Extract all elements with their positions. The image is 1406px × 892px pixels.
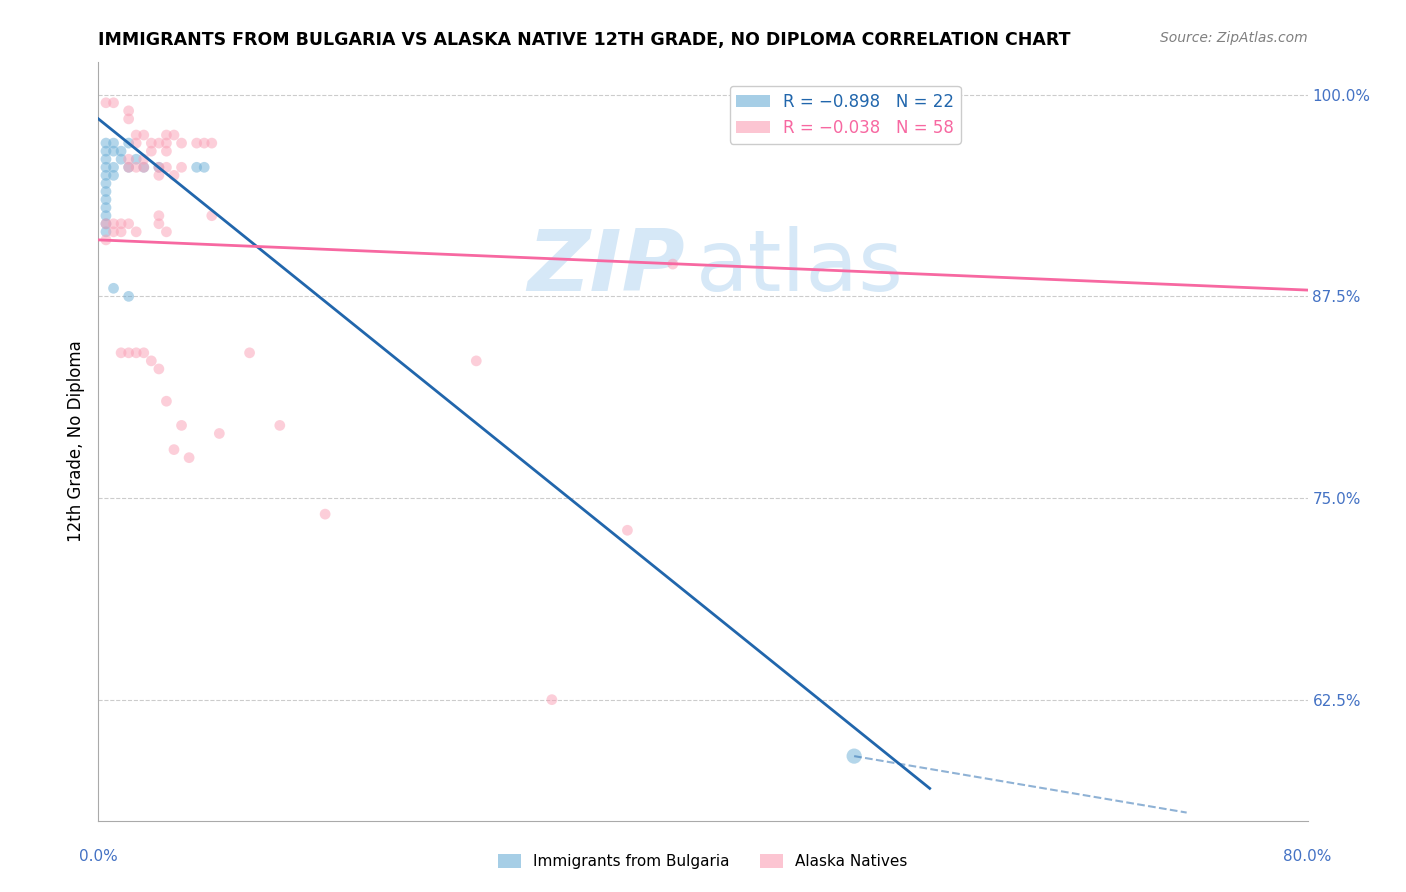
Text: IMMIGRANTS FROM BULGARIA VS ALASKA NATIVE 12TH GRADE, NO DIPLOMA CORRELATION CHA: IMMIGRANTS FROM BULGARIA VS ALASKA NATIV… (98, 31, 1071, 49)
Point (148, 362, 170, 376)
Point (208, 426, 231, 441)
Point (94, 217, 117, 231)
Point (118, 103, 141, 118)
Point (110, 153, 132, 167)
Point (155, 161, 177, 175)
Point (118, 217, 141, 231)
Point (94, 201, 117, 215)
Point (125, 225, 148, 239)
Legend: R = −0.898   N = 22, R = −0.038   N = 58: R = −0.898 N = 22, R = −0.038 N = 58 (730, 86, 960, 144)
Point (186, 161, 208, 175)
Point (844, 749, 866, 764)
Point (148, 209, 170, 223)
Point (148, 136, 170, 150)
Point (94, 177, 117, 191)
Point (170, 161, 193, 175)
Point (186, 136, 208, 150)
Point (201, 136, 224, 150)
Point (170, 136, 193, 150)
Point (155, 128, 177, 142)
Point (661, 257, 683, 271)
Legend: Immigrants from Bulgaria, Alaska Natives: Immigrants from Bulgaria, Alaska Natives (492, 848, 914, 875)
Point (125, 128, 148, 142)
Point (269, 418, 291, 433)
Point (163, 169, 186, 183)
Point (148, 161, 170, 175)
Point (103, 217, 125, 231)
Point (155, 225, 177, 239)
Point (94, 144, 117, 158)
Point (94, 136, 117, 150)
Point (125, 161, 148, 175)
Point (94, 153, 117, 167)
Point (141, 136, 163, 150)
Point (193, 161, 215, 175)
Point (103, 144, 125, 158)
Point (148, 169, 170, 183)
Point (163, 442, 186, 457)
Point (155, 136, 177, 150)
Point (163, 128, 186, 142)
Point (118, 153, 141, 167)
Point (103, 169, 125, 183)
Point (125, 136, 148, 150)
Point (193, 136, 215, 150)
Point (125, 346, 148, 360)
Point (155, 394, 177, 409)
Point (125, 153, 148, 167)
Point (239, 346, 262, 360)
Text: atlas: atlas (696, 226, 904, 309)
Point (94, 225, 117, 239)
Point (94, 95, 117, 110)
Y-axis label: 12th Grade, No Diploma: 12th Grade, No Diploma (66, 341, 84, 542)
Point (103, 161, 125, 175)
Text: Source: ZipAtlas.com: Source: ZipAtlas.com (1160, 31, 1308, 45)
Point (118, 161, 141, 175)
Point (94, 193, 117, 207)
Point (110, 346, 132, 360)
Point (103, 281, 125, 295)
Point (170, 418, 193, 433)
Point (94, 169, 117, 183)
Point (94, 209, 117, 223)
Point (110, 217, 132, 231)
Point (94, 161, 117, 175)
Text: ZIP: ZIP (527, 226, 685, 309)
Point (155, 144, 177, 158)
Point (118, 289, 141, 303)
Point (132, 128, 155, 142)
Point (132, 161, 155, 175)
Point (616, 523, 638, 537)
Point (314, 507, 336, 521)
Point (465, 354, 488, 368)
Text: 80.0%: 80.0% (1284, 849, 1331, 863)
Point (103, 225, 125, 239)
Point (118, 346, 141, 360)
Point (132, 153, 155, 167)
Point (110, 225, 132, 239)
Point (132, 346, 155, 360)
Point (148, 217, 170, 231)
Point (118, 112, 141, 126)
Point (118, 136, 141, 150)
Point (94, 233, 117, 247)
Point (118, 161, 141, 175)
Point (141, 354, 163, 368)
Point (148, 161, 170, 175)
Point (132, 161, 155, 175)
Point (141, 144, 163, 158)
Text: 0.0%: 0.0% (79, 849, 118, 863)
Point (103, 136, 125, 150)
Point (540, 692, 562, 706)
Point (94, 217, 117, 231)
Point (103, 95, 125, 110)
Point (201, 209, 224, 223)
Point (110, 144, 132, 158)
Point (94, 185, 117, 199)
Point (179, 450, 201, 465)
